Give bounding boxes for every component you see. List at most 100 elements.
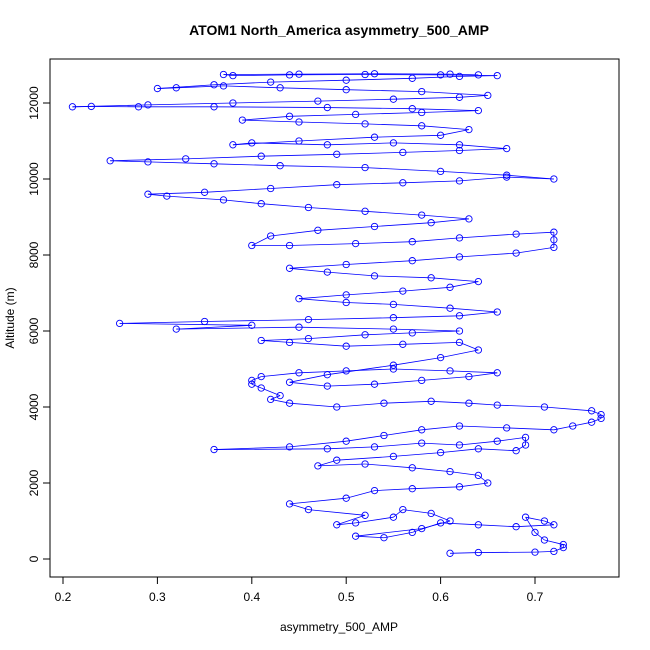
- series-line-segment: [119, 323, 252, 326]
- series-line-segment: [497, 404, 545, 408]
- series-line-segment: [440, 448, 479, 453]
- data-point: [342, 494, 350, 502]
- series-line-segment: [383, 532, 413, 539]
- series-line-segment: [336, 152, 403, 155]
- series-line-segment: [317, 98, 394, 102]
- x-tick-label: 0.7: [527, 590, 544, 604]
- data-point: [229, 141, 237, 149]
- data-point: [436, 448, 445, 457]
- series-line-segment: [176, 85, 224, 89]
- series-line-segment: [459, 176, 507, 182]
- data-point: [399, 287, 407, 295]
- data-point: [153, 84, 162, 93]
- series-line-segment: [251, 376, 262, 381]
- data-point: [106, 157, 114, 165]
- series-line-segment: [421, 376, 469, 381]
- series-line-segment: [204, 319, 309, 322]
- series-line-segment: [374, 442, 422, 448]
- series-line-segment: [365, 210, 422, 216]
- data-point: [248, 380, 256, 388]
- series-line-segment: [478, 524, 517, 528]
- series-line-segment: [393, 96, 460, 100]
- series-line-segment: [214, 106, 328, 108]
- x-tick-label: 0.3: [149, 590, 166, 604]
- series-line-segment: [516, 524, 554, 528]
- series-line-segment: [110, 158, 186, 162]
- data-point: [521, 441, 530, 449]
- series-line-segment: [515, 444, 526, 452]
- series-line-segment: [327, 364, 394, 376]
- series-line-segment: [261, 340, 290, 343]
- series-line-segment: [308, 509, 366, 516]
- series-line-segment: [336, 514, 366, 526]
- data-point: [455, 441, 464, 449]
- data-point: [333, 181, 341, 189]
- data-point: [493, 369, 501, 377]
- data-point: [238, 116, 247, 124]
- series-line-segment: [393, 368, 451, 372]
- data-point: [257, 372, 265, 381]
- series-line-segment: [327, 446, 375, 450]
- series-line-segment: [591, 418, 602, 423]
- data-point: [455, 234, 464, 242]
- data-point: [418, 108, 426, 117]
- data-point: [408, 74, 416, 82]
- data-point: [304, 203, 313, 212]
- data-point: [323, 103, 331, 112]
- series-line-segment: [298, 121, 366, 125]
- series-line-segment: [223, 199, 262, 205]
- series-line-segment: [270, 184, 337, 189]
- data-point: [333, 150, 341, 158]
- data-point: [436, 71, 445, 79]
- data-point: [285, 71, 294, 79]
- series-line-segment: [308, 334, 366, 339]
- series-line-segment: [365, 167, 441, 172]
- data-point: [276, 391, 284, 400]
- data-point: [248, 139, 256, 147]
- data-point: [408, 528, 416, 537]
- data-point: [285, 378, 294, 386]
- data-point: [455, 253, 464, 261]
- data-point: [182, 155, 190, 163]
- y-tick-label: 2000: [27, 469, 41, 496]
- y-tick-label: 6000: [27, 317, 41, 344]
- data-point: [229, 71, 237, 80]
- series-line-segment: [346, 77, 413, 81]
- y-tick-label: 12000: [27, 86, 41, 120]
- data-point: [248, 321, 256, 329]
- data-point: [493, 71, 501, 80]
- data-point: [210, 103, 218, 111]
- data-point: [418, 122, 426, 130]
- data-point: [200, 317, 209, 326]
- y-axis: 0 2000 4000 6000 8000 10000 12000: [27, 86, 51, 562]
- data-point: [370, 133, 379, 141]
- data-point: [465, 372, 473, 381]
- data-point: [408, 105, 416, 113]
- data-point: [550, 426, 558, 434]
- series-line-segment: [421, 125, 469, 130]
- data-point: [418, 426, 426, 434]
- series-line-segment: [147, 161, 215, 165]
- data-point: [465, 399, 473, 407]
- series-line-segment: [298, 370, 347, 374]
- data-point: [342, 298, 350, 307]
- data-point: [295, 70, 303, 78]
- series-line-segment: [355, 112, 422, 115]
- data-point: [427, 274, 435, 282]
- series-line-segment: [280, 165, 366, 168]
- series-line-segment: [393, 142, 460, 146]
- series-line-segment: [308, 207, 366, 212]
- series-line-segment: [298, 326, 394, 330]
- data-point: [474, 548, 483, 557]
- data-point: [446, 304, 454, 312]
- series-line-segment: [516, 231, 554, 235]
- data-point: [474, 71, 483, 79]
- series-line-segment: [355, 516, 394, 524]
- data-point: [427, 219, 435, 227]
- series-line-segment: [393, 509, 404, 518]
- series-line-segment: [478, 475, 489, 484]
- series-line-segment: [459, 148, 507, 151]
- data-point: [455, 422, 464, 430]
- series-line-segment: [214, 163, 281, 167]
